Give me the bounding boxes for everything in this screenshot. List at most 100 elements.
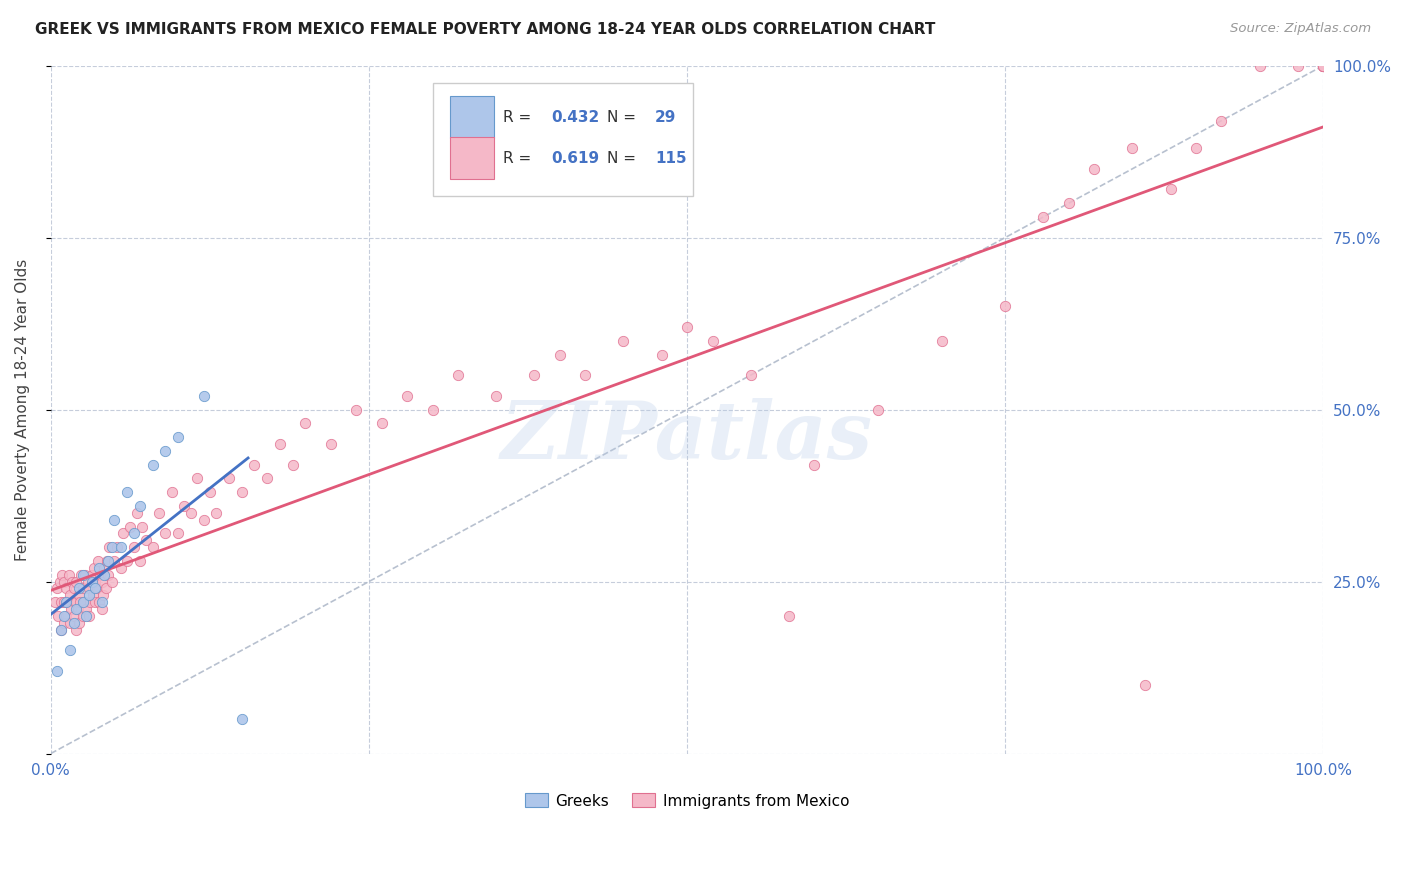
Point: [59, 643, 82, 657]
Point: [97, 567, 120, 582]
Point: [396, 389, 419, 403]
Point: [65, 574, 87, 589]
Point: [79, 595, 101, 609]
Text: R =: R =: [502, 110, 536, 125]
Point: [97, 554, 120, 568]
Point: [75, 567, 97, 582]
Point: [84, 582, 107, 596]
Point: [523, 368, 546, 383]
Point: [612, 334, 634, 348]
Point: [127, 506, 149, 520]
Point: [52, 595, 75, 609]
Point: [574, 368, 596, 383]
Point: [1185, 141, 1208, 155]
Point: [65, 595, 87, 609]
Text: R =: R =: [502, 151, 536, 166]
Point: [82, 588, 104, 602]
Point: [422, 402, 444, 417]
Point: [90, 602, 112, 616]
Point: [67, 588, 90, 602]
Point: [93, 567, 115, 582]
Point: [112, 526, 135, 541]
Point: [46, 664, 69, 678]
Text: 115: 115: [655, 151, 688, 166]
Point: [52, 615, 75, 630]
Point: [294, 417, 316, 431]
Point: [173, 499, 195, 513]
Text: GREEK VS IMMIGRANTS FROM MEXICO FEMALE POVERTY AMONG 18-24 YEAR OLDS CORRELATION: GREEK VS IMMIGRANTS FROM MEXICO FEMALE P…: [35, 22, 935, 37]
Point: [55, 609, 77, 624]
Point: [866, 402, 889, 417]
Text: 29: 29: [655, 110, 676, 125]
Point: [243, 458, 266, 472]
Point: [231, 485, 253, 500]
Point: [72, 595, 94, 609]
Point: [231, 712, 253, 726]
Point: [52, 609, 75, 624]
Point: [110, 540, 132, 554]
Point: [48, 609, 70, 624]
Point: [129, 499, 152, 513]
Text: ZIPatlas: ZIPatlas: [501, 399, 873, 475]
Point: [115, 554, 138, 568]
Point: [548, 347, 571, 361]
Point: [94, 582, 117, 596]
Point: [1121, 141, 1143, 155]
Point: [1312, 59, 1334, 73]
Point: [59, 615, 82, 630]
Point: [86, 582, 108, 596]
Point: [48, 574, 70, 589]
Point: [105, 540, 128, 554]
Point: [1249, 59, 1271, 73]
Point: [62, 615, 84, 630]
Point: [89, 561, 111, 575]
Point: [485, 389, 508, 403]
Point: [1312, 59, 1334, 73]
Point: [77, 582, 100, 596]
Point: [89, 567, 111, 582]
Point: [155, 443, 177, 458]
Point: [142, 458, 165, 472]
Point: [1312, 59, 1334, 73]
Point: [89, 595, 111, 609]
Point: [256, 471, 278, 485]
Point: [87, 554, 110, 568]
Point: [101, 540, 124, 554]
Point: [93, 561, 115, 575]
FancyBboxPatch shape: [433, 83, 693, 196]
Point: [115, 485, 138, 500]
Point: [1057, 196, 1080, 211]
Point: [72, 609, 94, 624]
Point: [740, 368, 762, 383]
Point: [65, 602, 87, 616]
Point: [51, 567, 73, 582]
Point: [84, 595, 107, 609]
Point: [80, 567, 103, 582]
Point: [370, 417, 392, 431]
Point: [75, 609, 97, 624]
Point: [62, 609, 84, 624]
Point: [90, 595, 112, 609]
Point: [103, 554, 125, 568]
Point: [994, 299, 1017, 313]
Point: [1312, 59, 1334, 73]
Point: [77, 588, 100, 602]
Point: [70, 567, 93, 582]
Point: [96, 554, 118, 568]
Point: [344, 402, 367, 417]
Point: [1312, 59, 1334, 73]
Point: [90, 574, 112, 589]
Text: N =: N =: [607, 151, 641, 166]
Point: [49, 595, 72, 609]
Point: [269, 437, 291, 451]
Point: [62, 574, 84, 589]
FancyBboxPatch shape: [450, 137, 494, 179]
Point: [91, 588, 114, 602]
Point: [135, 533, 157, 548]
Point: [155, 526, 177, 541]
Point: [118, 519, 141, 533]
Point: [49, 623, 72, 637]
Point: [167, 430, 190, 444]
Point: [69, 595, 91, 609]
Point: [101, 574, 124, 589]
